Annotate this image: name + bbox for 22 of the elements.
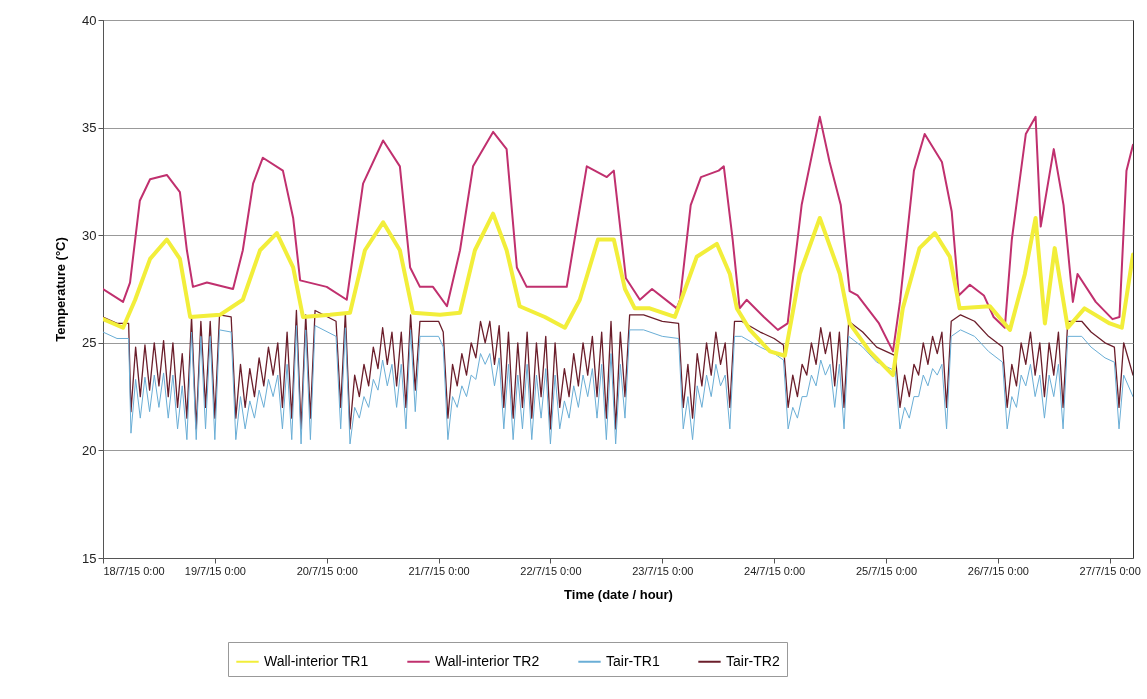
- y-tick-label: 20: [82, 442, 97, 458]
- x-tick-label: 22/7/15 0:00: [520, 564, 582, 577]
- y-axis-title: Temperature (°C): [53, 237, 69, 342]
- y-tick-label: 30: [82, 227, 97, 243]
- x-tick-label: 26/7/15 0:00: [967, 564, 1029, 577]
- x-tick-label: 24/7/15 0:00: [744, 564, 806, 577]
- x-tick-label: 20/7/15 0:00: [296, 564, 358, 577]
- y-tick-label: 40: [82, 12, 97, 28]
- legend-label: Wall-interior TR1: [264, 652, 369, 669]
- x-tick-label: 18/7/15 0:00: [103, 564, 165, 577]
- legend-label: Tair-TR2: [726, 652, 780, 669]
- x-tick-label: 25/7/15 0:00: [855, 564, 918, 577]
- x-tick-label: 21/7/15 0:00: [408, 564, 470, 577]
- x-axis-title: Time (date / hour): [564, 586, 673, 602]
- x-tick-label: 19/7/15 0:00: [184, 564, 246, 577]
- legend-label: Wall-interior TR2: [435, 652, 540, 669]
- x-tick-label: 27/7/15 0:00: [1079, 564, 1141, 577]
- x-tick-label: 23/7/15 0:00: [632, 564, 694, 577]
- legend-label: Tair-TR1: [606, 652, 660, 669]
- y-tick-label: 15: [82, 550, 97, 566]
- y-tick-label: 25: [82, 335, 97, 351]
- y-tick-label: 35: [82, 120, 97, 136]
